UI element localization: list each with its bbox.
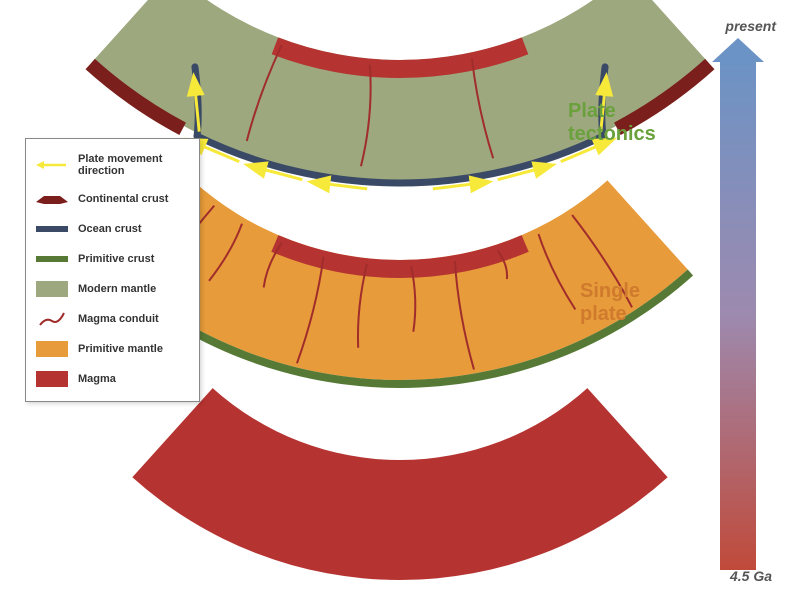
legend-item-continental-crust: Continental crust xyxy=(36,191,189,207)
legend-label: Primitive crust xyxy=(78,253,154,265)
primitive-mantle-swatch xyxy=(36,341,68,357)
magma-conduit-swatch xyxy=(36,311,68,327)
label-text: Plate xyxy=(568,100,656,123)
legend-item-modern-mantle: Modern mantle xyxy=(36,281,189,297)
magma-swatch xyxy=(36,371,68,387)
timeline-bottom-label: 4.5 Ga xyxy=(730,568,772,584)
legend: Plate movement direction Continental cru… xyxy=(25,138,200,402)
label-text: Single xyxy=(580,280,640,303)
plate-movement-icon xyxy=(36,157,68,173)
label-text: Molten xyxy=(570,445,634,468)
stage-label-plate: Plate tectonics xyxy=(568,100,656,146)
label-text: plate xyxy=(580,303,640,326)
continental-crust-swatch xyxy=(36,191,68,207)
modern-mantle-swatch xyxy=(36,281,68,297)
timeline-top-label: present xyxy=(725,18,776,34)
legend-item-primitive-crust: Primitive crust xyxy=(36,251,189,267)
legend-label: Modern mantle xyxy=(78,283,156,295)
legend-item-ocean-crust: Ocean crust xyxy=(36,221,189,237)
legend-item-magma-conduit: Magma conduit xyxy=(36,311,189,327)
legend-item-primitive-mantle: Primitive mantle xyxy=(36,341,189,357)
timeline-axis-label: Cooling xyxy=(689,238,712,361)
legend-label: Continental crust xyxy=(78,193,168,205)
timeline-arrow xyxy=(712,38,764,570)
label-text: tectonics xyxy=(568,123,656,146)
legend-label: Primitive mantle xyxy=(78,343,163,355)
legend-label: Ocean crust xyxy=(78,223,142,235)
primitive-crust-swatch xyxy=(36,251,68,267)
stage-molten xyxy=(132,388,667,580)
stage-label-single: Single plate xyxy=(580,280,640,326)
legend-label: Plate movement direction xyxy=(78,153,189,177)
legend-label: Magma conduit xyxy=(78,313,159,325)
legend-label: Magma xyxy=(78,373,116,385)
legend-item-plate-movement: Plate movement direction xyxy=(36,153,189,177)
stage-label-molten: Molten xyxy=(570,445,634,468)
ocean-crust-swatch xyxy=(36,221,68,237)
legend-item-magma: Magma xyxy=(36,371,189,387)
